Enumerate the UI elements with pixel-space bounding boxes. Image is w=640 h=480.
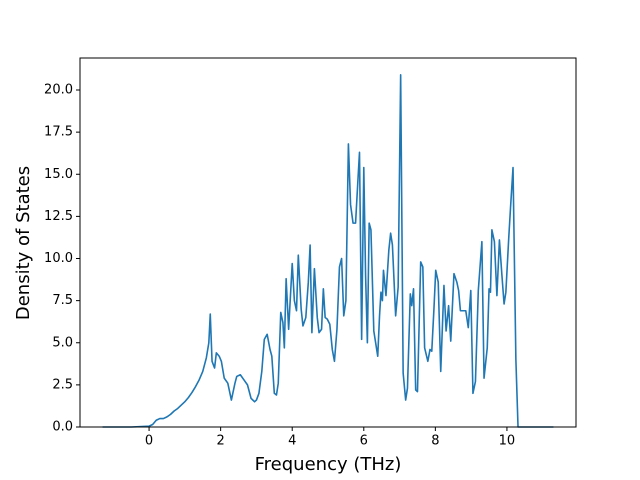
x-axis-label: Frequency (THz)	[255, 454, 402, 475]
y-tick-label: 20.0	[44, 83, 73, 98]
y-tick-label: 12.5	[44, 209, 73, 224]
y-tick-label: 5.0	[52, 335, 73, 350]
line-series	[102, 74, 554, 428]
y-axis-label: Density of States	[13, 166, 34, 320]
x-tick-label: 6	[360, 434, 368, 449]
plot-frame	[79, 57, 577, 428]
x-tick-label: 4	[288, 434, 296, 449]
x-tick-label: 0	[145, 434, 153, 449]
y-tick-label: 0.0	[52, 420, 73, 435]
y-tick-label: 10.0	[44, 251, 73, 266]
x-tick-label: 2	[217, 434, 225, 449]
y-tick-label: 7.5	[52, 293, 73, 308]
y-tick-label: 2.5	[52, 377, 73, 392]
x-tick-label: 8	[431, 434, 439, 449]
y-tick-label: 17.5	[44, 125, 73, 140]
y-tick-label: 15.0	[44, 167, 73, 182]
x-tick-label: 10	[499, 434, 516, 449]
